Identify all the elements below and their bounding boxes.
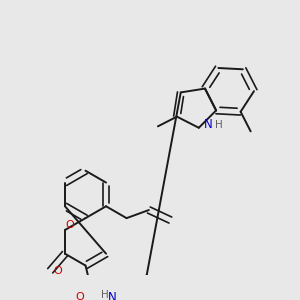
Text: O: O — [53, 266, 62, 276]
Text: N: N — [108, 290, 117, 300]
Text: H: H — [101, 290, 109, 300]
Text: O: O — [76, 292, 85, 300]
Text: N: N — [204, 118, 213, 131]
Text: O: O — [65, 220, 74, 230]
Text: H: H — [215, 120, 223, 130]
